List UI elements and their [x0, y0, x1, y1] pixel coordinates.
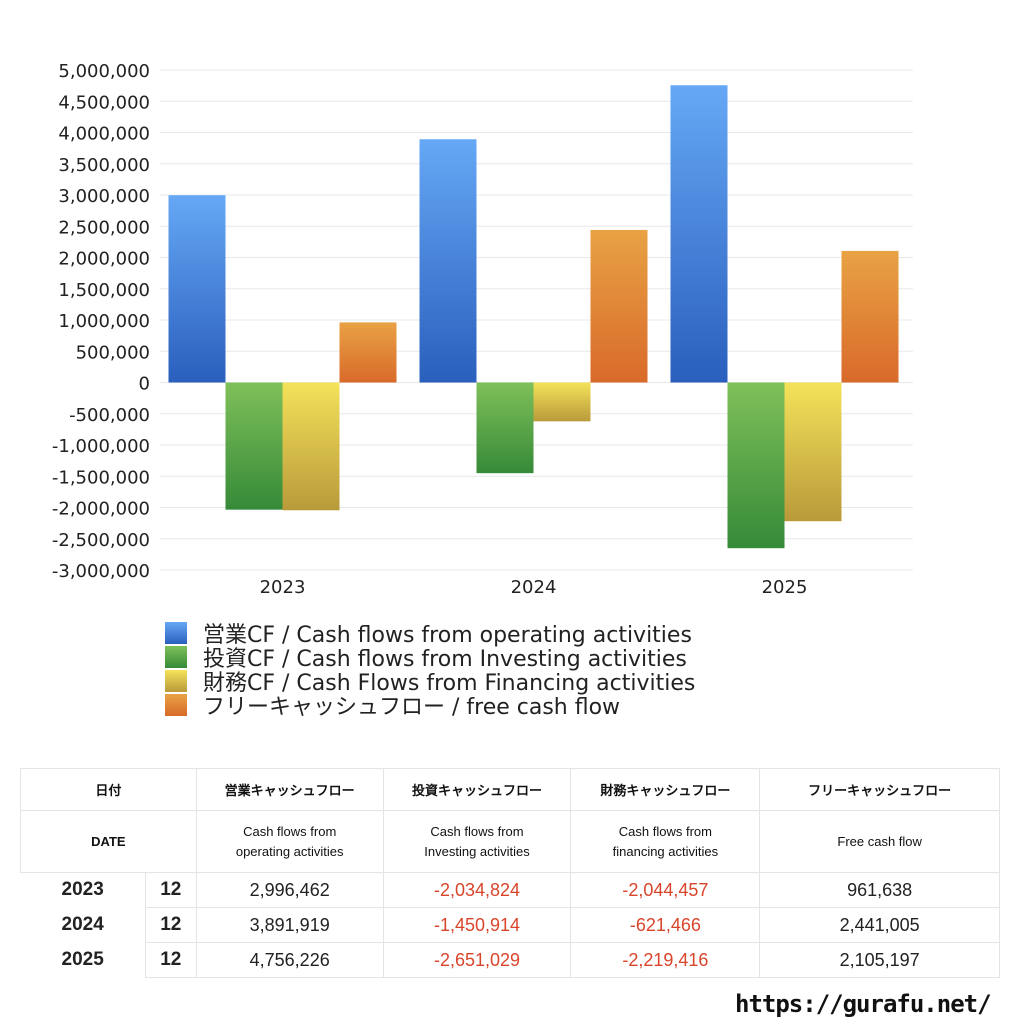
- investing-cell: -1,450,914: [382, 907, 572, 943]
- month-cell: 12: [145, 942, 197, 978]
- legend-swatch: [165, 646, 187, 668]
- y-tick-label: 0: [139, 374, 150, 395]
- chart-legend: 営業CF / Cash flows from operating activit…: [165, 621, 695, 720]
- x-tick-label: 2023: [260, 577, 306, 598]
- y-tick-label: 3,000,000: [58, 186, 150, 207]
- financing-cell: -621,466: [570, 907, 761, 943]
- x-tick-label: 2024: [511, 577, 557, 598]
- legend-item-free: フリーキャッシュフロー / free cash flow: [165, 693, 695, 720]
- bar-2025-series-1: [727, 382, 785, 549]
- operating-cell: 4,756,226: [195, 942, 384, 978]
- y-tick-label: 1,500,000: [58, 280, 150, 301]
- bar-2024-series-0: [419, 139, 477, 383]
- legend-item-investing: 投資CF / Cash flows from Investing activit…: [165, 645, 695, 672]
- financing-cell: -2,044,457: [570, 872, 761, 908]
- y-tick-label: 3,500,000: [58, 155, 150, 176]
- y-tick-label: -1,500,000: [52, 467, 150, 488]
- header-operating-jp: 営業キャッシュフロー: [195, 768, 384, 811]
- header-free-jp: フリーキャッシュフロー: [759, 768, 1000, 811]
- year-cell: 2024: [20, 907, 146, 943]
- investing-cell: -2,651,029: [382, 942, 572, 978]
- operating-cell: 2,996,462: [195, 872, 384, 908]
- financing-cell: -2,219,416: [570, 942, 761, 978]
- table-row: 2025 12 4,756,226 -2,651,029 -2,219,416 …: [20, 942, 1000, 978]
- header-operating-en: Cash flows from operating activities: [195, 810, 384, 873]
- free-cell: 961,638: [759, 872, 1000, 908]
- y-tick-label: 4,500,000: [58, 92, 150, 113]
- table-row: 2024 12 3,891,919 -1,450,914 -621,466 2,…: [20, 907, 1000, 943]
- legend-label: 営業CF / Cash flows from operating activit…: [203, 623, 692, 648]
- free-cell: 2,105,197: [759, 942, 1000, 978]
- header-financing-jp: 財務キャッシュフロー: [570, 768, 761, 811]
- y-tick-label: -1,000,000: [52, 436, 150, 457]
- header-date-jp: 日付: [20, 768, 197, 811]
- site-url: https://gurafu.net/: [735, 990, 992, 1018]
- y-tick-label: 2,500,000: [58, 217, 150, 238]
- cash-flow-table: 日付 営業キャッシュフロー 投資キャッシュフロー 財務キャッシュフロー フリーキ…: [20, 768, 1000, 978]
- legend-swatch: [165, 694, 187, 716]
- legend-item-financing: 財務CF / Cash Flows from Financing activit…: [165, 669, 695, 696]
- cash-flow-bar-chart: 5,000,000 4,500,000 4,000,000 3,500,000 3,00…: [52, 61, 913, 598]
- y-tick-label: -2,000,000: [52, 499, 150, 520]
- bar-2023-series-3: [339, 322, 397, 383]
- bar-2025-series-3: [841, 250, 899, 383]
- y-tick-label: 5,000,000: [58, 61, 150, 82]
- operating-cell: 3,891,919: [195, 907, 384, 943]
- table-row: 2023 12 2,996,462 -2,034,824 -2,044,457 …: [20, 872, 1000, 908]
- legend-label: 財務CF / Cash Flows from Financing activit…: [203, 671, 696, 696]
- y-tick-label: -500,000: [69, 405, 150, 426]
- x-tick-label: 2025: [762, 577, 808, 598]
- header-financing-en: Cash flows from financing activities: [570, 810, 761, 873]
- y-tick-label: -3,000,000: [52, 561, 150, 582]
- month-cell: 12: [145, 872, 197, 908]
- legend-swatch: [165, 622, 187, 644]
- y-tick-label: 500,000: [76, 342, 150, 363]
- legend-label: 投資CF / Cash flows from Investing activit…: [203, 647, 687, 672]
- bar-2025-series-0: [670, 85, 728, 383]
- y-tick-label: 1,000,000: [58, 311, 150, 332]
- investing-cell: -2,034,824: [382, 872, 572, 908]
- bar-2024-series-1: [476, 382, 534, 474]
- legend-label: フリーキャッシュフロー / free cash flow: [203, 695, 621, 720]
- legend-item-operating: 営業CF / Cash flows from operating activit…: [165, 621, 695, 648]
- year-cell: 2023: [20, 872, 146, 908]
- bar-2023-series-1: [225, 382, 283, 510]
- bar-2023-series-2: [282, 382, 340, 511]
- header-investing-jp: 投資キャッシュフロー: [382, 768, 572, 811]
- header-free-en: Free cash flow: [759, 810, 1000, 873]
- y-tick-label: -2,500,000: [52, 530, 150, 551]
- header-investing-en: Cash flows from Investing activities: [382, 810, 572, 873]
- bar-2024-series-2: [533, 382, 591, 422]
- y-tick-label: 2,000,000: [58, 249, 150, 270]
- bar-2024-series-3: [590, 229, 648, 383]
- legend-swatch: [165, 670, 187, 692]
- free-cell: 2,441,005: [759, 907, 1000, 943]
- year-cell: 2025: [20, 942, 146, 978]
- header-date-en: DATE: [20, 810, 197, 873]
- month-cell: 12: [145, 907, 197, 943]
- bar-2023-series-0: [168, 195, 226, 383]
- y-tick-label: 4,000,000: [58, 124, 150, 145]
- bar-2025-series-2: [784, 382, 842, 522]
